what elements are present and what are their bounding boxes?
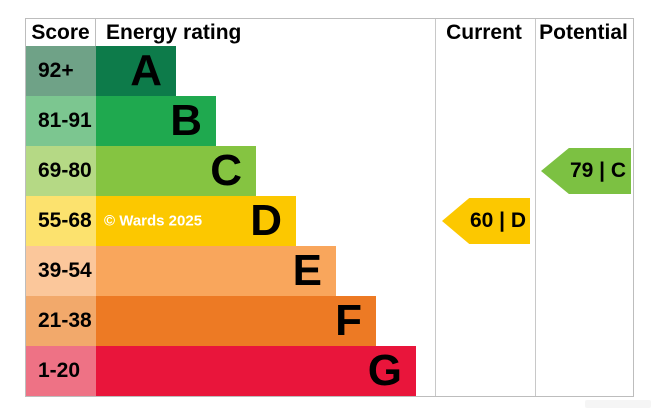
current-marker-label: 60 | D (469, 209, 527, 232)
score-range: 81-91 (26, 96, 96, 146)
rating-bar-d: © Wards 2025 D (96, 196, 296, 246)
score-range: 39-54 (26, 246, 96, 296)
potential-marker-label: 79 | C (569, 159, 627, 182)
band-row-d: 55-68 © Wards 2025 D (26, 196, 633, 246)
potential-column-divider (535, 19, 536, 396)
score-range: 69-80 (26, 146, 96, 196)
rating-letter: C (210, 146, 242, 195)
band-row-g: 1-20 G (26, 346, 633, 396)
score-range: 21-38 (26, 296, 96, 346)
band-row-c: 69-80 C (26, 146, 633, 196)
band-row-f: 21-38 F (26, 296, 633, 346)
current-marker: 60 | D (442, 198, 530, 244)
rating-letter: G (367, 346, 402, 395)
band-row-a: 92+ A (26, 46, 633, 96)
band-row-e: 39-54 E (26, 246, 633, 296)
rating-bar-a: A (96, 46, 176, 96)
rating-letter: B (170, 96, 202, 145)
rating-letter: A (130, 46, 162, 95)
score-range: 92+ (26, 46, 96, 96)
faint-watermark (585, 400, 651, 408)
rating-bar-b: B (96, 96, 216, 146)
rating-letter: E (292, 246, 322, 295)
rating-bar-g: G (96, 346, 416, 396)
band-row-b: 81-91 B (26, 96, 633, 146)
score-range: 1-20 (26, 346, 96, 396)
current-column-divider (435, 19, 436, 396)
score-range: 55-68 (26, 196, 96, 246)
rating-bar-e: E (96, 246, 336, 296)
header-current: Current (446, 21, 522, 44)
rating-bar-c: C (96, 146, 256, 196)
table-header: Score Energy rating Current Potential (26, 19, 633, 46)
rating-letter: D (250, 196, 282, 245)
rating-letter: F (335, 296, 362, 345)
rating-bar-f: F (96, 296, 376, 346)
epc-table: Score Energy rating Current Potential 92… (25, 18, 634, 397)
header-potential: Potential (539, 21, 628, 44)
wards-watermark: © Wards 2025 (104, 212, 203, 230)
header-energy-rating: Energy rating (106, 21, 242, 44)
header-score: Score (26, 19, 96, 46)
